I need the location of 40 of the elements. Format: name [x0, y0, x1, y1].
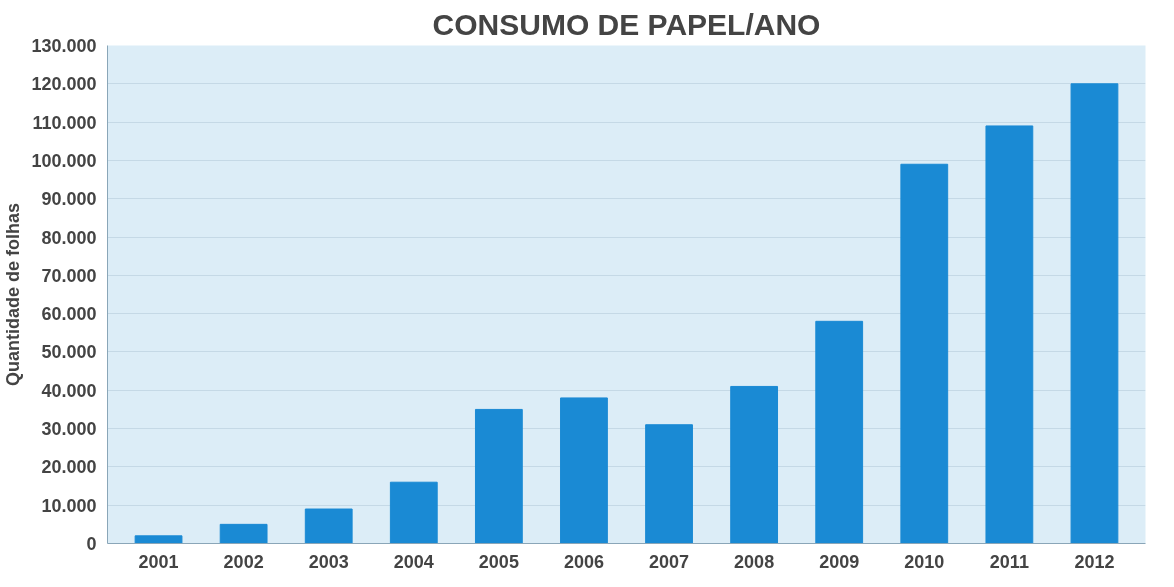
- bar: [560, 397, 608, 544]
- x-tick-label: 2007: [649, 551, 690, 572]
- x-tick-label: 2003: [308, 551, 349, 572]
- bar: [134, 535, 183, 544]
- x-tick-label: 2009: [819, 551, 860, 572]
- bar: [645, 424, 693, 544]
- x-tick-label: 2004: [393, 551, 434, 572]
- y-tick-label: 130.000: [31, 36, 97, 56]
- y-tick-label: 110.000: [32, 112, 97, 133]
- y-tick-label: 10.000: [41, 495, 97, 516]
- x-tick-label: 2008: [734, 551, 775, 572]
- bar: [304, 508, 353, 544]
- bar: [389, 481, 438, 544]
- x-tick-label: 2002: [223, 551, 264, 572]
- y-tick-label: 60.000: [41, 304, 97, 325]
- y-tick-label: 20.000: [41, 457, 97, 478]
- chart-title: CONSUMO DE PAPEL/ANO: [432, 7, 821, 41]
- y-tick-label: 100.000: [31, 150, 97, 171]
- bar: [474, 408, 523, 544]
- y-axis-title: Quantidade de folhas: [3, 202, 24, 387]
- y-tick-label: 120.000: [31, 74, 97, 95]
- y-tick-label: 40.000: [41, 380, 97, 401]
- bar: [815, 320, 864, 544]
- bar: [900, 163, 949, 544]
- x-tick-label: 2006: [563, 551, 604, 572]
- x-tick-label: 2010: [904, 551, 945, 572]
- x-tick-label: 2001: [138, 551, 179, 572]
- y-tick-label: 80.000: [41, 227, 97, 248]
- bar: [1070, 83, 1119, 544]
- y-tick-label: 0: [86, 534, 97, 554]
- x-tick-label: 2012: [1074, 551, 1115, 572]
- y-tick-label: 90.000: [41, 189, 97, 210]
- x-tick-label: 2011: [989, 551, 1029, 572]
- x-tick-label: 2005: [478, 551, 519, 572]
- bar: [730, 385, 779, 544]
- y-tick-label: 50.000: [41, 342, 97, 363]
- y-tick-label: 70.000: [41, 265, 97, 286]
- y-tick-label: 30.000: [41, 419, 97, 440]
- bar: [985, 125, 1034, 544]
- bar: [219, 523, 268, 544]
